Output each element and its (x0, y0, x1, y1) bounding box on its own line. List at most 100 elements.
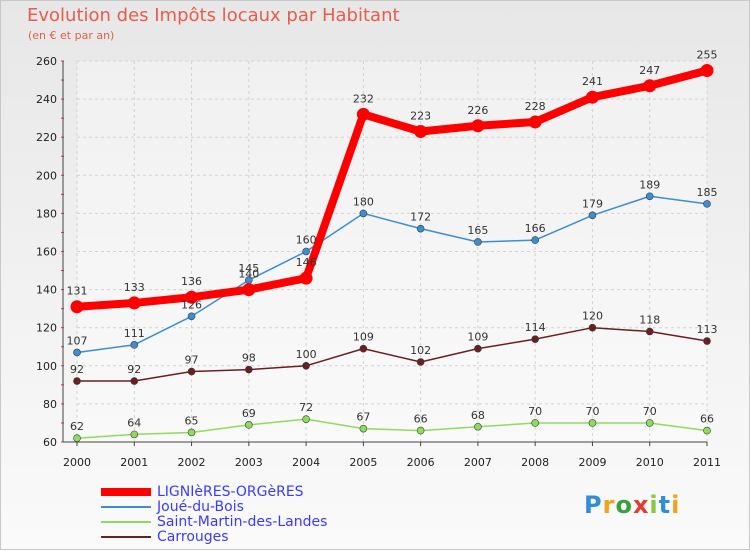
data-label: 72 (299, 401, 313, 414)
data-point (416, 224, 425, 233)
data-label: 107 (67, 334, 88, 347)
data-point (474, 238, 482, 246)
data-point (359, 209, 368, 218)
y-tick-label: 80 (43, 398, 57, 411)
legend-item-saint-martin-des-landes[interactable]: Saint-Martin-des-Landes (101, 514, 401, 530)
data-label: 228 (525, 100, 546, 113)
series-line-0 (73, 66, 711, 311)
data-label: 126 (181, 298, 202, 311)
legend-label: Carrouges (157, 529, 229, 545)
data-point (474, 344, 482, 353)
logo-letter: t (658, 491, 672, 519)
data-label: 109 (353, 331, 374, 344)
data-point (703, 200, 711, 208)
data-label: 70 (643, 405, 657, 418)
data-label: 247 (639, 64, 660, 77)
data-point (356, 107, 370, 121)
y-tick-label: 100 (36, 360, 57, 373)
y-tick-label: 180 (36, 207, 57, 220)
y-tick-label: 220 (36, 131, 57, 144)
data-point (588, 323, 597, 332)
data-point (471, 119, 485, 133)
legend-label: Joué-du-Bois (157, 499, 244, 515)
x-tick-label: 2007 (464, 456, 492, 469)
x-tick-label: 2004 (292, 456, 320, 469)
logo-letter: i (671, 491, 681, 519)
logo-letter: o (615, 491, 633, 519)
data-label: 114 (525, 321, 546, 334)
chart-subtitle: (en € et par an) (28, 29, 115, 42)
data-label: 100 (296, 348, 317, 361)
y-tick-label: 200 (36, 169, 57, 182)
data-label: 185 (697, 186, 718, 199)
proxiti-logo: Proxiti (584, 491, 680, 519)
data-point (187, 428, 196, 437)
data-point (73, 377, 81, 385)
data-point (302, 415, 310, 423)
data-point (187, 312, 196, 321)
x-tick-label: 2000 (63, 456, 91, 469)
data-label: 102 (410, 344, 431, 357)
data-label: 69 (242, 407, 256, 420)
data-label: 98 (242, 352, 256, 365)
data-point (242, 283, 256, 297)
x-tick-label: 2010 (636, 456, 664, 469)
x-tick-label: 2005 (349, 456, 377, 469)
data-label: 70 (585, 405, 599, 418)
data-point (416, 426, 425, 435)
data-point (528, 115, 542, 129)
data-label: 179 (582, 197, 603, 210)
data-label: 223 (410, 109, 431, 122)
data-label: 92 (70, 363, 84, 376)
legend-label: Saint-Martin-des-Landes (157, 514, 328, 530)
data-point (703, 426, 711, 435)
data-point (299, 271, 313, 285)
data-label: 241 (582, 75, 603, 88)
data-point (700, 64, 714, 78)
data-point (645, 192, 654, 201)
y-tick-label: 120 (36, 322, 57, 335)
x-tick-label: 2002 (178, 456, 206, 469)
data-point (531, 236, 539, 244)
legend-item-joue-du-bois[interactable]: Joué-du-Bois (101, 499, 401, 515)
x-tick-label: 2009 (578, 456, 606, 469)
data-point (302, 247, 310, 256)
data-point (130, 430, 139, 439)
data-point (588, 211, 597, 220)
x-tick-label: 2003 (235, 456, 263, 469)
data-label: 70 (528, 405, 542, 418)
y-tick-label: 240 (36, 93, 57, 106)
data-label: 255 (697, 49, 718, 62)
legend-item-carrouges[interactable]: Carrouges (101, 529, 401, 545)
logo-letter: r (602, 491, 616, 519)
data-point (185, 290, 199, 304)
data-label: 232 (353, 92, 374, 105)
data-point (359, 344, 368, 353)
data-point (585, 90, 599, 104)
chart-legend: LIGNIèRES-ORGèRES Joué-du-Bois Saint-Mar… (101, 484, 401, 545)
y-tick-label: 60 (43, 436, 57, 449)
data-label: 66 (700, 413, 714, 426)
y-tick-label: 140 (36, 284, 57, 297)
data-point (531, 419, 539, 427)
data-label: 133 (124, 281, 145, 294)
data-label: 62 (70, 420, 84, 433)
legend-item-lignieres-orgeres[interactable]: LIGNIèRES-ORGèRES (101, 484, 401, 500)
data-point (130, 341, 139, 349)
legend-swatch-saint-martin-des-landes (101, 521, 151, 523)
data-point (474, 422, 482, 431)
data-label: 165 (467, 224, 488, 237)
legend-swatch-lignieres-orgeres (101, 488, 151, 496)
data-point (703, 337, 711, 345)
chart-title: Evolution des Impôts locaux par Habitant (27, 5, 400, 26)
data-label: 118 (639, 314, 660, 327)
data-label: 109 (467, 331, 488, 344)
data-point (588, 419, 597, 427)
data-label: 97 (185, 354, 199, 367)
data-point (416, 358, 425, 366)
logo-letter: i (649, 491, 659, 519)
data-label: 140 (238, 268, 259, 281)
y-tick-label: 260 (36, 55, 57, 68)
